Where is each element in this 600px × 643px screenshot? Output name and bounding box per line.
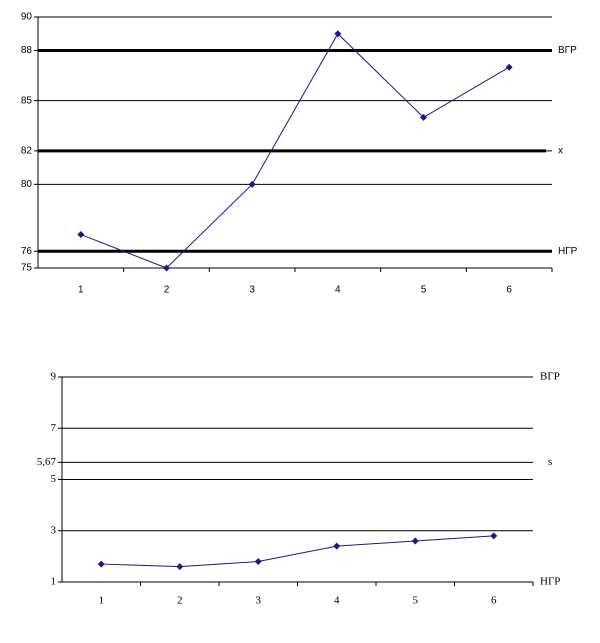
data-line [101, 535, 494, 568]
data-point [254, 558, 262, 565]
data-point [77, 231, 85, 239]
data-point [248, 180, 256, 188]
data-point [505, 63, 513, 71]
x-tick-label: 2 [164, 285, 170, 296]
y-tick-label: 5,67 [37, 456, 57, 468]
y-tick-label: 76 [21, 246, 33, 257]
y-tick-label: 82 [21, 146, 33, 157]
data-point [420, 113, 427, 121]
reference-label: x [558, 146, 563, 157]
y-tick-label: 85 [21, 95, 33, 106]
y-tick-label: 90 [21, 12, 33, 23]
data-line [80, 32, 510, 269]
y-tick-label: 5 [51, 473, 57, 485]
x-tick-label: 6 [491, 595, 497, 607]
reference-label: ВГР [540, 371, 560, 383]
x-tick-label: 1 [99, 595, 105, 607]
y-tick-label: 80 [21, 179, 33, 190]
x-tick-label: 1 [78, 285, 84, 296]
data-point [97, 560, 105, 568]
x-tick-label: 4 [335, 285, 341, 296]
chart: 75 76 80 82 85 88 90 ВГР x НГР 1 2 3 4 5 6 [21, 12, 578, 296]
x-tick-label: 3 [256, 595, 262, 607]
reference-label: НГР [558, 246, 578, 257]
y-tick-label: 88 [21, 45, 33, 56]
data-point [176, 563, 184, 571]
data-point [490, 532, 498, 540]
y-tick-label: 3 [51, 524, 57, 536]
y-tick-label: 75 [21, 263, 33, 274]
reference-label: s [548, 456, 552, 468]
y-tick-label: 1 [51, 576, 57, 588]
x-tick-label: 5 [413, 595, 419, 607]
reference-label: НГР [540, 576, 560, 588]
x-tick-label: 2 [177, 595, 183, 607]
x-tick-label: 6 [506, 285, 512, 296]
y-tick-label: 7 [51, 422, 57, 434]
data-point [333, 542, 341, 550]
x-tick-label: 4 [334, 595, 340, 607]
data-point [411, 537, 419, 545]
x-tick-label: 3 [249, 285, 255, 296]
data-point [334, 30, 342, 38]
x-tick-label: 5 [421, 285, 427, 296]
y-tick-label: 9 [51, 371, 57, 383]
reference-label: ВГР [558, 45, 577, 56]
chart: 1 3 5 5,67 7 9 ВГР s НГР 1 2 3 4 5 6 [37, 371, 561, 607]
data-point [163, 264, 170, 272]
